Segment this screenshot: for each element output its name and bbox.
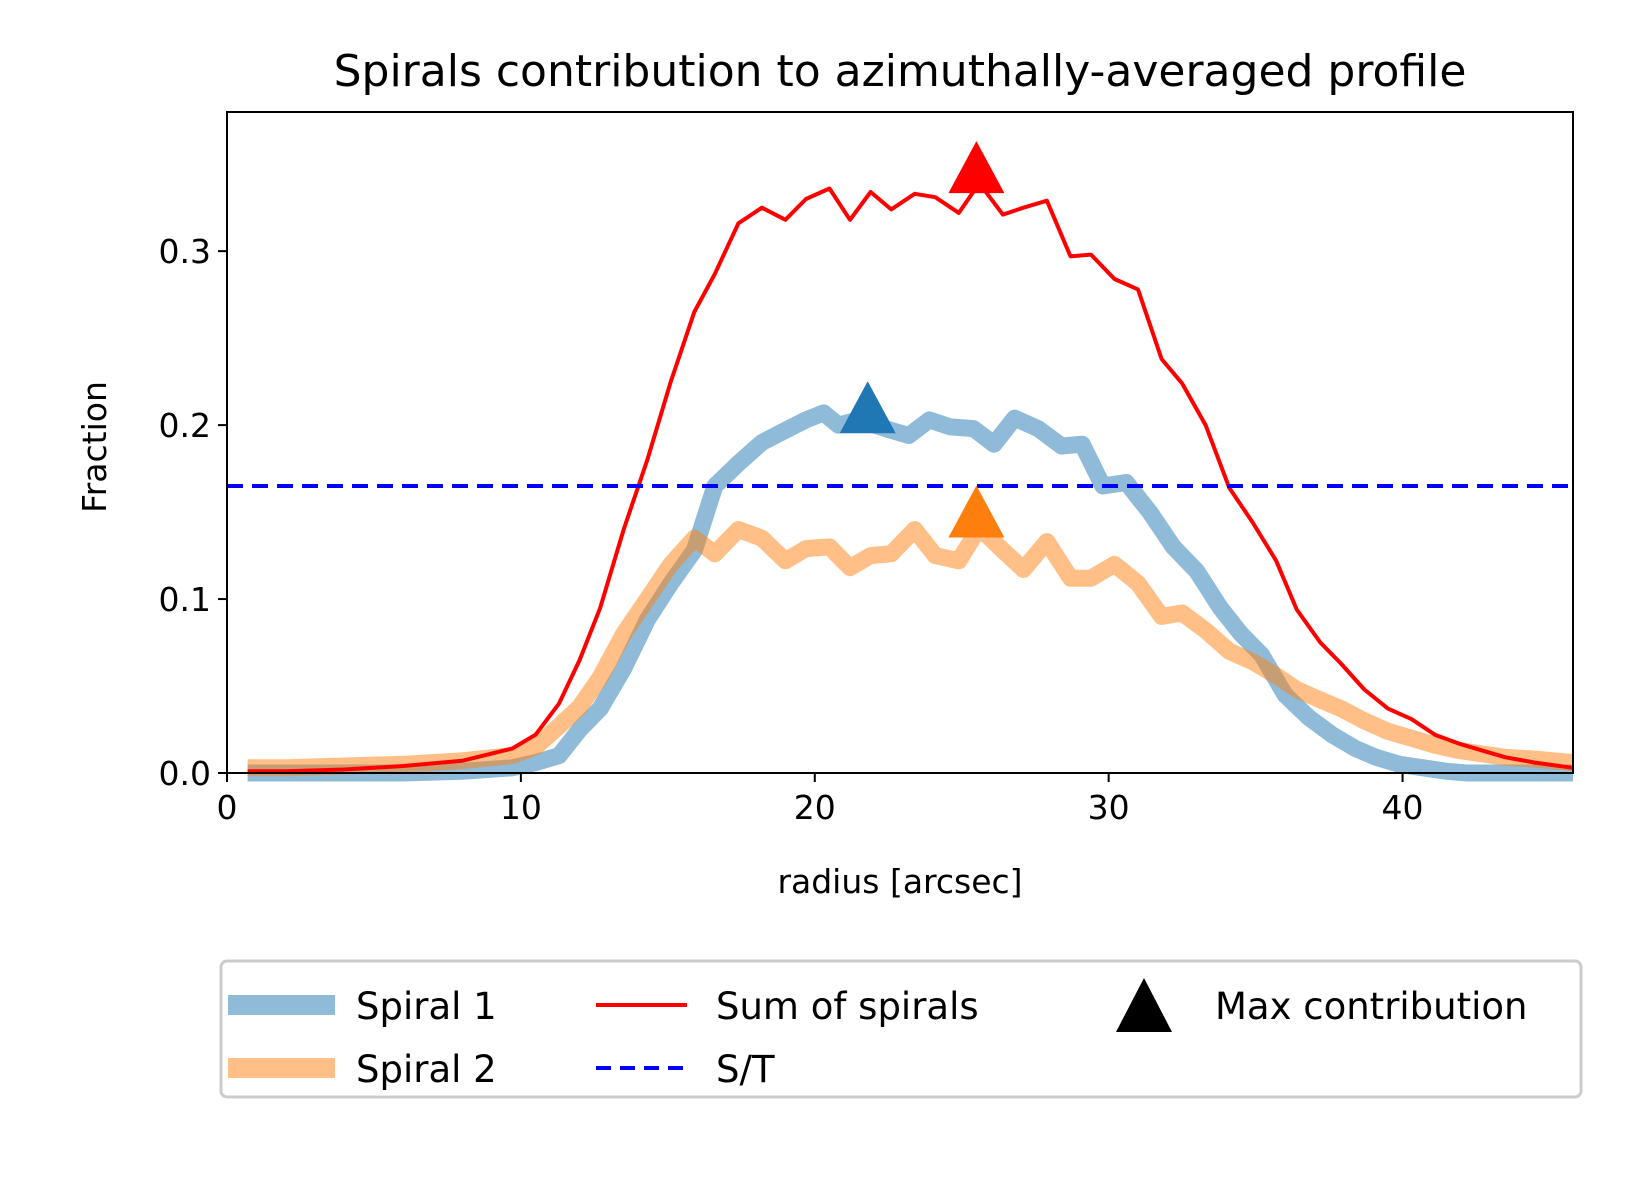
marker-layer bbox=[839, 141, 1005, 538]
spiral-2-line bbox=[247, 519, 1574, 777]
x-tick-label: 0 bbox=[217, 788, 238, 827]
x-axis: 0 10 20 30 40 bbox=[217, 773, 1424, 827]
y-tick-label: 0.2 bbox=[159, 406, 211, 445]
x-tick-label: 10 bbox=[500, 788, 542, 827]
x-tick-label: 40 bbox=[1382, 788, 1424, 827]
y-tick-label: 0.3 bbox=[159, 232, 211, 271]
series-layer bbox=[227, 181, 1574, 782]
chart-title: Spirals contribution to azimuthally-aver… bbox=[334, 46, 1467, 97]
legend-label-spiral-1: Spiral 1 bbox=[356, 985, 497, 1028]
legend-label-s-t: S/T bbox=[716, 1048, 775, 1091]
x-tick-label: 30 bbox=[1088, 788, 1130, 827]
legend-swatch-max-contribution bbox=[1116, 978, 1172, 1032]
legend-items: Spiral 1 Sum of spirals Max contribution Sp… bbox=[228, 978, 1528, 1091]
x-axis-label: radius [arcsec] bbox=[777, 862, 1022, 901]
legend-label-spiral-2: Spiral 2 bbox=[356, 1048, 497, 1091]
max-contribution-marker-spiral-2 bbox=[948, 485, 1005, 538]
y-tick-label: 0.1 bbox=[159, 580, 211, 619]
legend: Spiral 1 Sum of spirals Max contribution Sp… bbox=[219, 959, 1583, 1099]
legend-label-sum-of-spirals: Sum of spirals bbox=[716, 985, 979, 1028]
plot-background bbox=[227, 112, 1573, 773]
legend-frame bbox=[219, 959, 1583, 1099]
legend-label-max-contribution: Max contribution bbox=[1215, 985, 1528, 1028]
y-axis-label: Fraction bbox=[75, 381, 114, 513]
max-contribution-marker-sum-of-spirals bbox=[948, 141, 1005, 194]
plot-area bbox=[226, 111, 1574, 782]
spiral-1-line bbox=[247, 404, 1573, 782]
y-axis: 0.0 0.1 0.2 0.3 bbox=[159, 232, 227, 793]
plot-frame bbox=[226, 111, 1574, 774]
y-tick-label: 0.0 bbox=[159, 754, 211, 793]
sum-of-spirals-line bbox=[247, 181, 1574, 774]
max-contribution-marker-spiral-1 bbox=[839, 381, 896, 434]
x-tick-label: 20 bbox=[794, 788, 836, 827]
